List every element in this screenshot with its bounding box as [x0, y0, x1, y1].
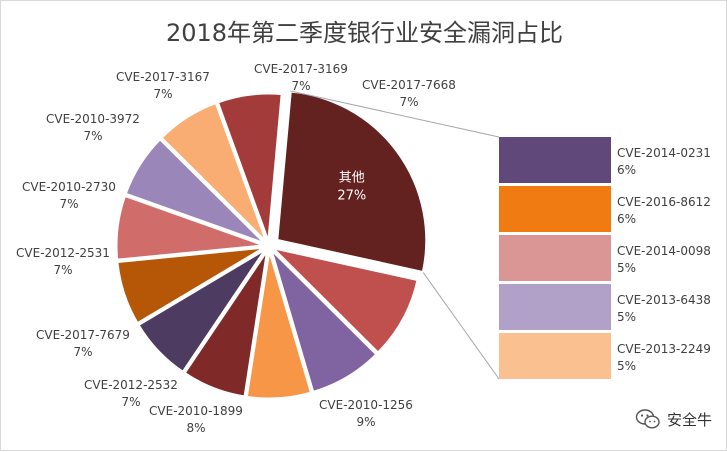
slice-percent-label: 7%: [153, 87, 172, 101]
pie-slice: [158, 100, 269, 245]
breakdown-name-label: CVE-2013-2249: [617, 342, 711, 356]
slice-percent-label: 7%: [121, 395, 140, 409]
slice-percent-label: 7%: [291, 79, 310, 93]
slice-name-label: CVE-2010-2730: [22, 180, 116, 194]
breakdown-segment: [499, 284, 611, 330]
breakdown-name-label: CVE-2016-8612: [617, 195, 711, 209]
chart-title: 2018年第二季度银行业安全漏洞占比: [165, 19, 564, 47]
breakdown-percent-label: 6%: [617, 163, 636, 177]
connector-line-bottom: [422, 272, 500, 380]
watermark: 安全牛: [635, 408, 712, 430]
breakdown-name-label: CVE-2013-6438: [617, 293, 711, 307]
slice-name-label: CVE-2010-1899: [149, 404, 243, 418]
slice-name-label: CVE-2012-2532: [84, 378, 178, 392]
breakdown-segment: [499, 137, 611, 183]
slice-name-label: CVE-2010-3972: [46, 112, 140, 126]
slice-percent-label: 7%: [59, 197, 78, 211]
slice-percent-label: 7%: [399, 95, 418, 109]
wechat-icon: [635, 409, 660, 429]
breakdown-name-label: CVE-2014-0231: [617, 146, 711, 160]
slice-name-label: CVE-2010-1256: [319, 398, 413, 412]
breakdown-percent-label: 5%: [617, 359, 636, 373]
slice-name-label: CVE-2017-7679: [36, 328, 130, 342]
breakdown-percent-label: 5%: [617, 310, 636, 324]
breakdown-segment: [499, 186, 611, 232]
slice-percent-label: 27%: [337, 188, 366, 203]
breakdown-segment: [499, 333, 611, 379]
breakdown-segment: [499, 235, 611, 281]
breakdown-percent-label: 5%: [617, 261, 636, 275]
watermark-text: 安全牛: [666, 410, 712, 429]
slice-name-label: CVE-2017-3169: [254, 62, 348, 76]
connector-line-top: [290, 90, 500, 138]
slice-percent-label: 7%: [83, 129, 102, 143]
slice-name-label: CVE-2017-7668: [362, 78, 456, 92]
slice-percent-label: 7%: [73, 345, 92, 359]
slice-name-label: CVE-2012-2531: [16, 246, 110, 260]
pie-slice: [275, 89, 429, 275]
slice-name-label: 其他: [339, 170, 365, 185]
breakdown-percent-label: 6%: [617, 212, 636, 226]
slice-percent-label: 9%: [356, 415, 375, 429]
slice-percent-label: 7%: [53, 263, 72, 277]
slice-percent-label: 8%: [186, 421, 205, 435]
pie-slice: [266, 244, 420, 356]
breakdown-name-label: CVE-2014-0098: [617, 244, 711, 258]
slice-name-label: CVE-2017-3167: [116, 70, 210, 84]
